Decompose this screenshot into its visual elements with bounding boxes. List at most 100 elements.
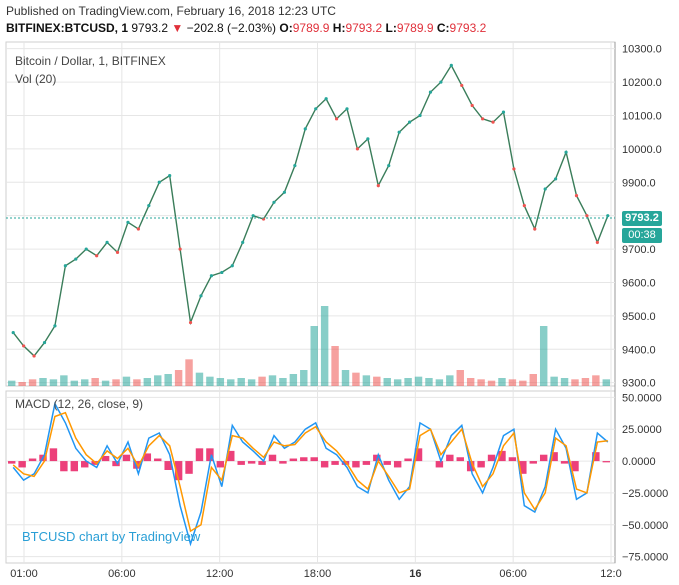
volume-bar — [519, 380, 527, 386]
tradingview-watermark[interactable]: BTCUSD chart by TradingView — [22, 529, 201, 544]
macd-histogram-bar — [446, 454, 454, 462]
macd-histogram-bar — [477, 461, 485, 468]
price-point — [74, 257, 78, 261]
price-tick-label: 9300.0 — [622, 378, 656, 390]
price-point — [63, 264, 67, 268]
time-tick-label: 12:0 — [600, 568, 621, 580]
price-point — [501, 110, 506, 114]
volume-bar — [393, 379, 402, 386]
price-point — [428, 90, 433, 94]
volume-bar — [8, 380, 16, 386]
macd-histogram-bar — [352, 461, 360, 468]
price-point — [105, 240, 109, 244]
price-point — [95, 254, 99, 258]
volume-bar — [571, 379, 579, 386]
price-point — [470, 103, 474, 108]
macd-histogram-bar — [487, 454, 496, 462]
macd-histogram-bar — [18, 461, 26, 468]
macd-histogram-bar — [258, 461, 266, 465]
price-point — [334, 117, 339, 121]
price-tick-label: 9600.0 — [622, 277, 656, 289]
macd-histogram-bar — [602, 461, 610, 463]
published-note: Published on TradingView.com, February 1… — [6, 4, 336, 18]
macd-histogram-bar — [550, 452, 558, 462]
price-point — [147, 204, 151, 208]
macd-histogram-bar — [143, 453, 152, 462]
volume-bar — [143, 378, 152, 386]
macd-histogram-bar — [341, 461, 350, 465]
macd-tick-label: −25.0000 — [622, 488, 668, 500]
time-tick-label: 06:00 — [108, 568, 136, 580]
macd-histogram-bar — [414, 448, 423, 462]
macd-histogram-bar — [49, 448, 58, 462]
price-point — [220, 270, 224, 275]
candle-countdown: 00:38 — [622, 228, 662, 243]
price-point — [293, 163, 297, 168]
price-tick-label: 10000.0 — [622, 144, 662, 156]
macd-histogram-bar — [164, 461, 172, 470]
macd-histogram-bar — [539, 454, 548, 462]
price-point — [199, 294, 203, 298]
price-point — [314, 107, 318, 111]
price-change: −202.8 (−2.03%) — [186, 21, 277, 35]
volume-bar — [456, 370, 464, 386]
macd-histogram-bar — [8, 461, 16, 464]
volume-bar — [18, 382, 26, 386]
price-tick-label: 9400.0 — [622, 344, 656, 356]
price-point — [439, 80, 443, 84]
macd-histogram-bar — [362, 461, 371, 465]
price-point — [376, 184, 380, 188]
macd-histogram-bar — [174, 461, 183, 481]
volume-bar — [206, 376, 214, 386]
volume-bar — [39, 378, 47, 386]
price-point — [303, 127, 307, 131]
price-point — [460, 83, 464, 88]
price-point — [606, 214, 610, 218]
price-point — [32, 354, 36, 358]
macd-histogram-bar — [60, 461, 68, 472]
last-price-tag: 9793.2 — [622, 211, 662, 226]
macd-histogram-bar — [571, 461, 579, 472]
price-point — [22, 344, 26, 348]
volume-bar — [373, 376, 381, 386]
volume-bar — [195, 372, 204, 386]
price-tick-label: 10300.0 — [622, 44, 662, 56]
macd-histogram-bar — [70, 461, 79, 472]
macd-histogram-bar — [247, 461, 256, 464]
macd-histogram-bar — [81, 461, 89, 468]
time-tick-label: 12:00 — [206, 568, 234, 580]
macd-histogram-bar — [227, 450, 235, 462]
price-line — [12, 63, 609, 357]
price-point — [282, 190, 287, 194]
volume-bar — [268, 375, 277, 386]
time-tick-label: 06:00 — [499, 568, 527, 580]
price-point — [209, 274, 214, 278]
macd-histogram-bar — [498, 450, 506, 462]
volume-bar — [216, 378, 225, 386]
price-point — [345, 107, 349, 111]
volume-bar — [279, 378, 287, 386]
volume-bar — [289, 374, 298, 386]
volume-bar — [300, 370, 308, 386]
open-value: 9789.9 — [292, 21, 330, 35]
price-point — [512, 167, 516, 171]
down-arrow-icon: ▼ — [171, 21, 184, 35]
macd-histogram-bar — [435, 461, 444, 468]
macd-histogram-bar — [28, 458, 37, 462]
volume-bar — [237, 378, 245, 386]
low-label: L: — [385, 21, 397, 35]
volume-bar — [91, 378, 99, 386]
volume-bar — [320, 306, 329, 386]
volume-bar — [362, 375, 371, 386]
price-tick-label: 9900.0 — [622, 177, 656, 189]
macd-histogram-bar — [560, 461, 569, 464]
volume-bar — [446, 375, 454, 386]
volume-bar — [60, 375, 68, 386]
price-point — [178, 247, 182, 251]
macd-histogram-bar — [289, 458, 298, 462]
price-point — [418, 113, 422, 118]
volume-label: Vol (20) — [15, 72, 57, 86]
macd-histogram-bar — [268, 454, 277, 462]
macd-histogram-bar — [101, 455, 110, 462]
